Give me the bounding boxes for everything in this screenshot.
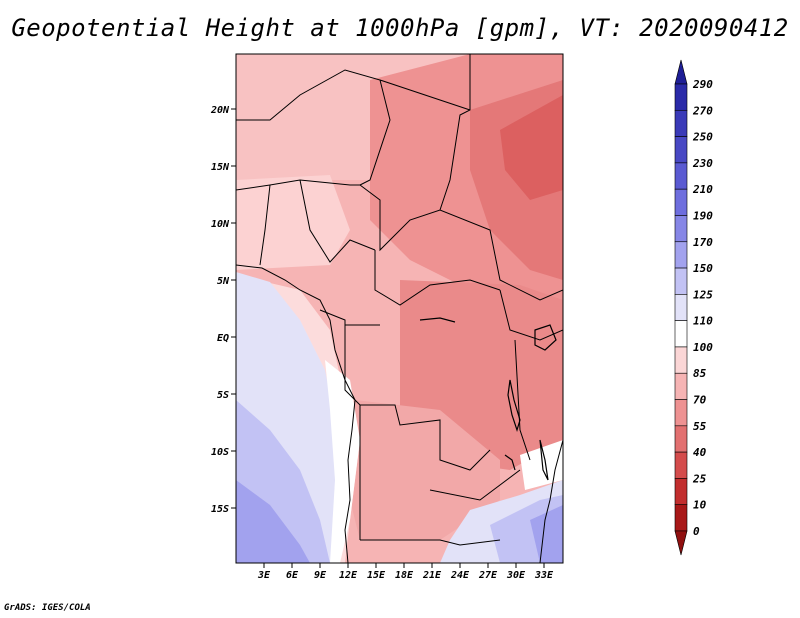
colorbar-label: 70	[693, 394, 707, 407]
colorbar-label: 40	[693, 446, 707, 459]
colorbar-label: 100	[693, 341, 713, 354]
colorbar-segment	[674, 83, 688, 111]
map-frame	[235, 53, 564, 564]
colorbar-segment	[674, 478, 688, 506]
colorbar-segment	[674, 346, 688, 374]
colorbar-cap-high	[674, 59, 688, 85]
country-borders	[236, 54, 563, 546]
lat-label: 10N	[211, 219, 230, 230]
colorbar-label: 0	[693, 525, 700, 538]
lon-label: 3E	[257, 570, 271, 581]
colorbar-segment	[674, 451, 688, 479]
colorbar-segment	[674, 504, 688, 532]
lon-label: 6E	[286, 570, 299, 581]
lat-label: 15N	[211, 162, 230, 173]
colorbar-label: 210	[692, 183, 713, 196]
contour-fill	[500, 95, 563, 200]
colorbar-label: 190	[693, 209, 713, 222]
colorbar-label: 10	[693, 499, 707, 512]
lakes	[419, 317, 557, 481]
colorbar-label: 110	[693, 315, 713, 328]
map-title: Geopotential Height at 1000hPa [gpm], VT…	[11, 14, 789, 42]
lon-label: 27E	[478, 570, 498, 581]
geopotential-map	[236, 54, 563, 563]
coastline	[236, 264, 356, 563]
longitude-axis: 3E 6E 9E 12E 15E 18E 21E 24E 27E 30E 33E	[257, 563, 554, 581]
colorbar-segment	[674, 425, 688, 453]
colorbar-segment	[674, 267, 688, 295]
lon-label: 24E	[450, 570, 470, 581]
lon-label: 33E	[534, 570, 554, 581]
grads-credit: GrADS: IGES/COLA	[4, 603, 91, 613]
lat-label: 20N	[210, 105, 230, 116]
colorbar-segment	[674, 294, 688, 321]
contour-fill	[236, 480, 310, 563]
colorbar-label: 25	[692, 472, 707, 485]
lon-label: 18E	[395, 570, 414, 581]
colorbar-label: 85	[693, 367, 707, 380]
colorbar-segment	[674, 188, 688, 216]
coastline-east	[539, 439, 563, 563]
lon-label: 30E	[506, 570, 526, 581]
lon-label: 15E	[367, 570, 386, 581]
colorbar-segment	[674, 241, 688, 269]
lat-label: 10S	[211, 447, 229, 458]
colorbar-segment	[674, 136, 688, 164]
colorbar-cap-low	[674, 530, 688, 556]
colorbar: 2902702502302101901701501251101008570554…	[674, 59, 713, 556]
colorbar-segment	[674, 372, 688, 400]
colorbar-label: 230	[692, 157, 713, 170]
contour-fill	[530, 505, 563, 563]
colorbar-segment	[674, 162, 688, 190]
contour-fill	[520, 440, 563, 490]
colorbar-label: 270	[692, 104, 713, 117]
colorbar-segment	[674, 215, 688, 243]
colorbar-segment	[674, 109, 688, 137]
lat-label: 5S	[217, 390, 229, 401]
colorbar-label: 55	[693, 420, 707, 433]
colorbar-label: 250	[692, 131, 713, 144]
colorbar-label: 150	[693, 262, 713, 275]
lon-label: 12E	[339, 570, 358, 581]
lat-label: 5N	[217, 276, 230, 287]
contour-fill	[325, 360, 360, 563]
lat-label: EQ	[217, 333, 229, 344]
contour-fill	[345, 400, 500, 540]
lon-label: 9E	[314, 570, 327, 581]
lon-label: 21E	[422, 570, 442, 581]
latitude-axis: 20N 15N 10N 5N EQ 5S 10S 15S	[210, 105, 236, 515]
colorbar-label: 290	[692, 78, 713, 91]
contour-fill	[236, 175, 350, 270]
colorbar-label: 125	[693, 288, 713, 301]
colorbar-segment	[674, 320, 688, 348]
colorbar-segment	[674, 399, 688, 427]
colorbar-label: 170	[693, 236, 713, 249]
lat-label: 15S	[211, 504, 229, 515]
